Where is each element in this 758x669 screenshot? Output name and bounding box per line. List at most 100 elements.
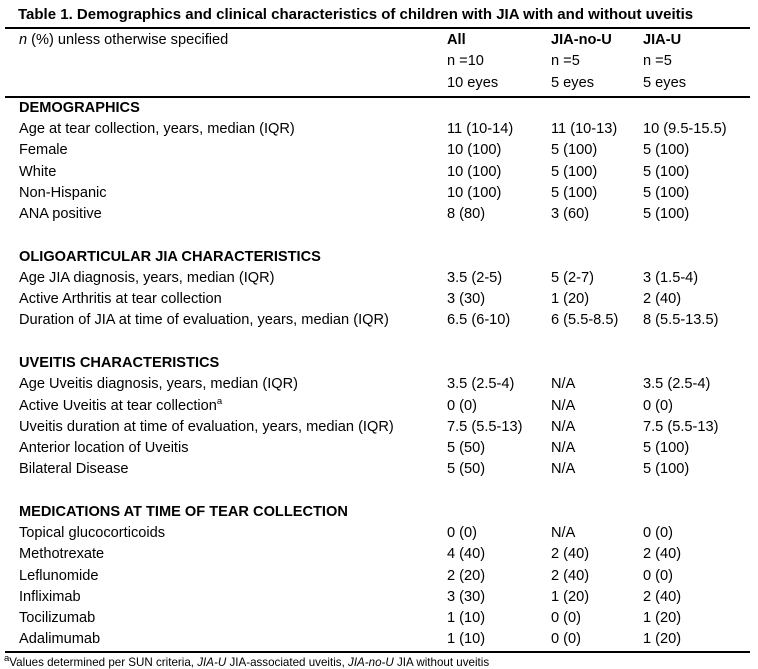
- row-label-text: Infliximab: [19, 588, 81, 605]
- row-label: Bilateral Disease: [19, 459, 447, 480]
- cell-value: 3.5 (2-5): [447, 269, 503, 286]
- footnote-part: JIA-no-U: [348, 655, 394, 669]
- cell-value: 0 (0): [643, 567, 674, 584]
- row-label-text: Age at tear collection, years, median (I…: [19, 121, 295, 138]
- table-row: White 10 (100) 5 (100) 5 (100): [0, 162, 758, 183]
- cell-value: 7.5 (5.5-13): [447, 418, 523, 435]
- table-row: Adalimumab 1 (10) 0 (0) 1 (20): [0, 629, 758, 650]
- row-label-text: Uveitis duration at time of evaluation, …: [19, 418, 394, 435]
- table-body: DEMOGRAPHICS Age at tear collection, year…: [0, 98, 758, 651]
- table-row: Age Uveitis diagnosis, years, median (IQ…: [0, 374, 758, 395]
- row-label-text: White: [19, 163, 57, 180]
- table-row: Age JIA diagnosis, years, median (IQR) 3.…: [0, 268, 758, 289]
- section-spacer: [0, 481, 758, 502]
- cell-value: 10 (100): [447, 184, 502, 201]
- table-row: Infliximab 3 (30) 1 (20) 2 (40): [0, 587, 758, 608]
- row-label-superscript: a: [216, 395, 223, 407]
- section-heading-row: DEMOGRAPHICS: [0, 98, 758, 119]
- row-label: Tocilizumab: [19, 608, 447, 629]
- table-row: Female 10 (100) 5 (100) 5 (100): [0, 140, 758, 161]
- header-row-n: n =10 n =5 n =5: [0, 51, 758, 72]
- row-label: Non-Hispanic: [19, 183, 447, 204]
- footnote-part: a: [4, 652, 10, 664]
- table-row: ANA positive 8 (80) 3 (60) 5 (100): [0, 204, 758, 225]
- cell-value: 7.5 (5.5-13): [643, 418, 719, 435]
- cell-value: 2 (40): [643, 546, 682, 563]
- cell-value: 5 (2-7): [551, 269, 594, 286]
- cell-value: 5 (100): [551, 184, 598, 201]
- cell-value: 1 (20): [551, 588, 590, 605]
- column-header-jia-no-u: JIA-no-U: [551, 32, 612, 48]
- cell-value: N/A: [551, 440, 576, 457]
- cell-value: 1 (20): [643, 631, 682, 648]
- cell-value: 3 (30): [447, 588, 486, 605]
- row-label: Methotrexate: [19, 544, 447, 565]
- row-label-text: Topical glucocorticoids: [19, 525, 166, 542]
- section-heading: MEDICATIONS AT TIME OF TEAR COLLECTION: [19, 503, 348, 520]
- row-label-text: Female: [19, 142, 68, 159]
- row-label: Topical glucocorticoids: [19, 523, 447, 544]
- section-heading-row: UVEITIS CHARACTERISTICS: [0, 353, 758, 374]
- cell-value: 6.5 (6-10): [447, 312, 511, 329]
- row-label: White: [19, 162, 447, 183]
- cell-value: 3 (60): [551, 206, 590, 223]
- column-eyes-all: 10 eyes: [447, 74, 499, 91]
- cell-value: 5 (100): [551, 142, 598, 159]
- header-stub-n: n: [19, 32, 28, 48]
- cell-value: N/A: [551, 397, 576, 414]
- header-stub: n (%) unless otherwise specified: [19, 30, 447, 51]
- table-row: Duration of JIA at time of evaluation, y…: [0, 310, 758, 331]
- cell-value: 10 (9.5-15.5): [643, 121, 727, 138]
- row-label-text: Active Uveitis at tear collection: [19, 397, 217, 414]
- table-row: Bilateral Disease 5 (50) N/A 5 (100): [0, 459, 758, 480]
- row-label-text: Tocilizumab: [19, 610, 96, 627]
- row-label-text: Methotrexate: [19, 546, 105, 563]
- table-row: Uveitis duration at time of evaluation, …: [0, 417, 758, 438]
- row-label-text: Leflunomide: [19, 567, 99, 584]
- header-rule: [5, 95, 750, 98]
- table-row: Leflunomide 2 (20) 2 (40) 0 (0): [0, 566, 758, 587]
- row-label: Age JIA diagnosis, years, median (IQR): [19, 268, 447, 289]
- title-rule: [5, 27, 750, 29]
- bottom-rule: [5, 650, 750, 653]
- cell-value: N/A: [551, 461, 576, 478]
- column-n-jia-no-u: n =5: [551, 53, 580, 70]
- table-row: Active Arthritis at tear collection 3 (30…: [0, 289, 758, 310]
- row-label-text: Adalimumab: [19, 631, 101, 648]
- cell-value: 10 (100): [447, 142, 502, 159]
- footnote-part: Values determined per SUN criteria,: [9, 655, 198, 669]
- cell-value: 0 (0): [447, 397, 478, 414]
- column-n-jia-u: n =5: [643, 53, 672, 70]
- cell-value: 8 (5.5-13.5): [643, 312, 719, 329]
- footnote-part: JIA-U: [197, 655, 227, 669]
- cell-value: 5 (100): [643, 184, 690, 201]
- table-row: Anterior location of Uveitis 5 (50) N/A 5 (…: [0, 438, 758, 459]
- row-label: Age Uveitis diagnosis, years, median (IQ…: [19, 374, 447, 395]
- row-label: Active Arthritis at tear collection: [19, 289, 447, 310]
- header-stub-rest: (%) unless otherwise specified: [27, 32, 229, 48]
- row-label-text: Bilateral Disease: [19, 461, 129, 478]
- cell-value: 5 (100): [551, 163, 598, 180]
- table-row: Tocilizumab 1 (10) 0 (0) 1 (20): [0, 608, 758, 629]
- cell-value: 5 (100): [643, 206, 690, 223]
- cell-value: 3 (30): [447, 291, 486, 308]
- footnote-part: JIA without uveitis: [393, 655, 490, 669]
- cell-value: 0 (0): [551, 610, 582, 627]
- table-row: Age at tear collection, years, median (I…: [0, 119, 758, 140]
- cell-value: 5 (100): [643, 461, 690, 478]
- cell-value: N/A: [551, 525, 576, 542]
- cell-value: 6 (5.5-8.5): [551, 312, 619, 329]
- row-label: ANA positive: [19, 204, 447, 225]
- table-row: Methotrexate 4 (40) 2 (40) 2 (40): [0, 544, 758, 565]
- footnote-part: JIA-associated uveitis,: [226, 655, 349, 669]
- column-eyes-jia-no-u: 5 eyes: [551, 74, 594, 91]
- row-label: Age at tear collection, years, median (I…: [19, 119, 447, 140]
- section-heading: OLIGOARTICULAR JIA CHARACTERISTICS: [19, 248, 321, 265]
- section-heading: UVEITIS CHARACTERISTICS: [19, 354, 220, 371]
- table-title: Table 1. Demographics and clinical chara…: [18, 6, 694, 23]
- cell-value: 2 (40): [643, 588, 682, 605]
- cell-value: 10 (100): [447, 163, 502, 180]
- section-spacer: [0, 225, 758, 246]
- cell-value: 8 (80): [447, 206, 486, 223]
